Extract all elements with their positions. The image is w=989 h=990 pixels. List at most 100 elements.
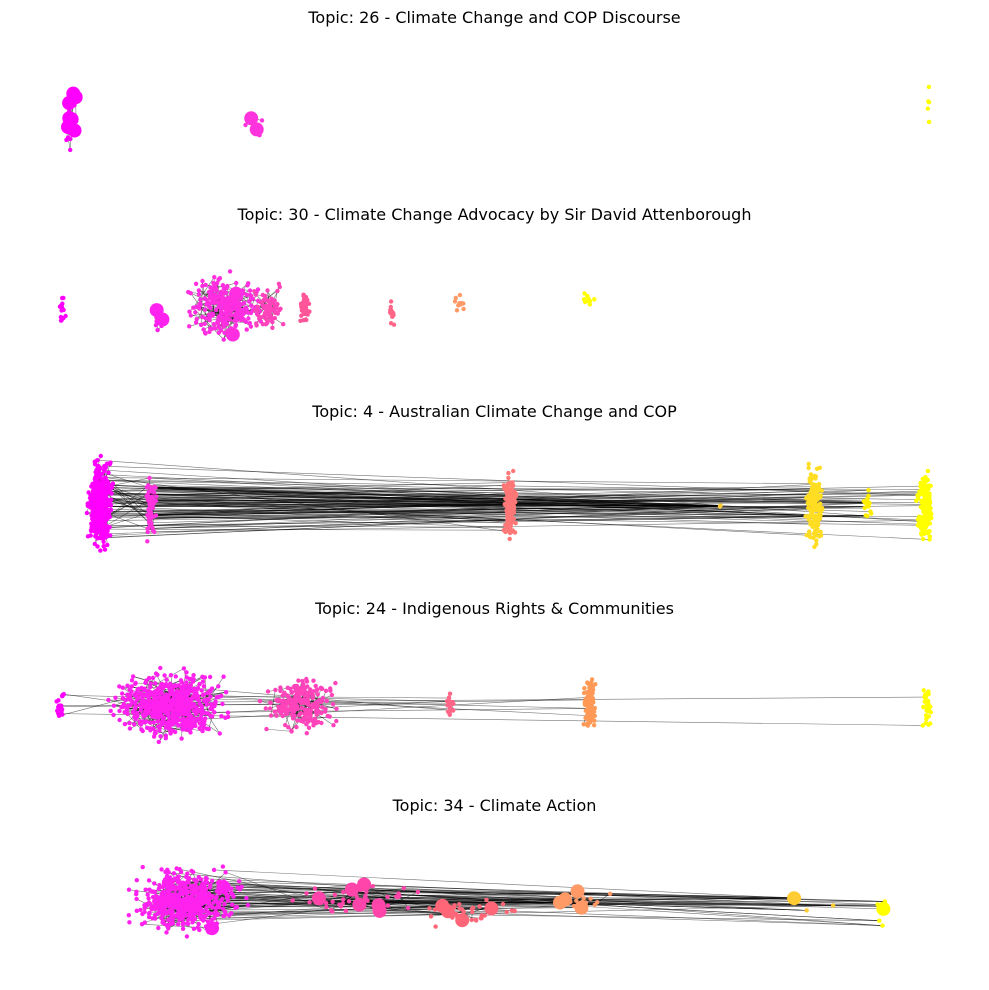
node	[588, 719, 593, 725]
node	[587, 298, 593, 304]
node	[163, 695, 168, 701]
node	[56, 713, 62, 718]
node	[120, 705, 126, 710]
node	[391, 322, 397, 327]
node	[453, 295, 458, 301]
node	[247, 288, 253, 293]
node	[927, 516, 932, 521]
node	[219, 306, 224, 312]
node	[213, 307, 219, 313]
node	[589, 694, 594, 699]
node	[216, 277, 221, 282]
node	[312, 886, 318, 891]
node	[229, 302, 234, 308]
node	[134, 878, 139, 883]
node	[97, 510, 102, 515]
node	[244, 307, 249, 312]
node	[149, 907, 154, 912]
edge	[147, 497, 812, 530]
node	[924, 504, 929, 509]
node	[582, 686, 587, 691]
node	[448, 701, 453, 707]
node	[171, 871, 177, 876]
node	[176, 683, 181, 688]
panel-title: Topic: 26 - Climate Change and COP Disco…	[308, 8, 681, 27]
node	[154, 494, 159, 499]
node	[155, 672, 160, 677]
node	[190, 869, 196, 875]
node	[260, 302, 265, 308]
node	[273, 687, 278, 693]
node	[179, 736, 184, 741]
node	[926, 531, 931, 536]
node	[160, 718, 165, 724]
node	[323, 900, 329, 906]
node	[807, 476, 812, 481]
hub-node	[180, 717, 195, 732]
node	[312, 717, 318, 722]
node	[139, 705, 144, 711]
node	[914, 498, 919, 503]
node	[134, 710, 140, 716]
node	[163, 706, 169, 711]
node	[141, 714, 147, 719]
node	[155, 327, 160, 333]
node	[160, 705, 165, 711]
node	[168, 880, 173, 885]
node	[208, 706, 213, 711]
node	[263, 312, 269, 318]
node	[145, 529, 150, 535]
node	[585, 680, 590, 686]
node	[138, 907, 143, 913]
node	[199, 722, 204, 728]
node	[184, 683, 189, 689]
node	[285, 693, 290, 698]
node	[213, 292, 218, 297]
node	[61, 307, 66, 313]
node	[201, 684, 207, 689]
node	[810, 488, 815, 493]
node	[324, 904, 329, 910]
hub-node	[570, 884, 585, 899]
node	[229, 313, 234, 318]
node	[270, 319, 275, 325]
node	[220, 701, 225, 707]
node	[506, 475, 511, 481]
node	[177, 693, 183, 699]
hub-node	[440, 904, 455, 919]
node	[927, 498, 932, 503]
node	[813, 476, 818, 481]
node	[92, 524, 98, 529]
node	[236, 315, 242, 320]
node	[160, 914, 165, 919]
node	[308, 716, 313, 722]
node	[153, 707, 158, 713]
node	[189, 696, 194, 701]
panel-title: Topic: 34 - Climate Action	[392, 796, 597, 815]
node	[126, 887, 132, 892]
node	[117, 684, 122, 689]
node	[132, 706, 138, 711]
node	[444, 699, 450, 704]
edges-layer	[66, 90, 263, 150]
node	[235, 885, 240, 890]
node	[184, 695, 190, 700]
node	[254, 321, 259, 326]
node	[259, 118, 265, 123]
node	[278, 685, 283, 690]
edge	[151, 488, 509, 497]
node	[298, 301, 304, 306]
node	[156, 925, 161, 931]
node	[224, 321, 230, 327]
node	[276, 704, 281, 709]
node	[104, 484, 109, 490]
node	[195, 686, 200, 692]
node	[178, 907, 183, 912]
node	[461, 301, 466, 306]
node	[926, 722, 931, 727]
node	[151, 720, 156, 725]
node	[808, 494, 813, 500]
node	[127, 692, 133, 697]
node	[513, 521, 518, 526]
edge	[384, 910, 883, 926]
